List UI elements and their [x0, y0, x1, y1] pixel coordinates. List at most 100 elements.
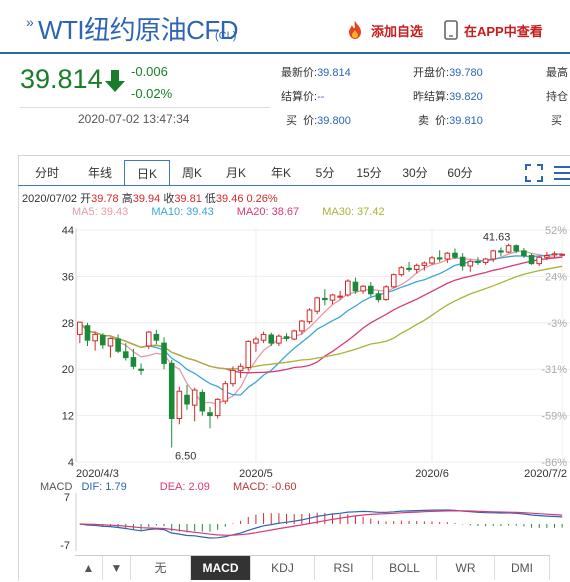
quote-field: 结算价:--: [281, 91, 325, 103]
y-tick-label: 12: [62, 411, 74, 423]
candle-body: [253, 338, 259, 344]
candle-body: [536, 256, 542, 265]
tab-30min[interactable]: 30分: [402, 166, 428, 180]
indicator-tab-dmi[interactable]: DMI: [495, 556, 550, 580]
tab-intraday[interactable]: 分时: [34, 166, 59, 180]
candle-body: [375, 293, 382, 301]
price-change: -0.006: [131, 64, 168, 79]
macd-tick-label: 7: [64, 492, 70, 504]
candle-body: [138, 368, 144, 371]
percent-tick-label: 52%: [545, 225, 567, 237]
fullscreen-icon[interactable]: [525, 164, 543, 182]
tabs-divider: [18, 185, 570, 186]
candle-body: [390, 274, 397, 288]
candle-body: [406, 267, 412, 270]
indicator-tab-boll[interactable]: BOLL: [373, 556, 437, 580]
scroll-up-button[interactable]: ▲: [75, 556, 103, 580]
price-change-percent: -0.02%: [131, 86, 173, 101]
candle-body: [444, 252, 451, 260]
candle-body: [551, 253, 558, 256]
candle-body: [283, 336, 290, 339]
candle-body: [92, 333, 98, 342]
candle-body: [452, 252, 458, 258]
percent-tick-label: -31%: [541, 364, 567, 376]
candle-body: [214, 398, 221, 417]
tab-monthly-k[interactable]: 月K: [225, 166, 246, 180]
menu-icon[interactable]: [553, 164, 570, 182]
indicator-tab-kdj[interactable]: KDJ: [251, 556, 315, 580]
candle-body: [84, 325, 91, 341]
percent-tick-label: -86%: [541, 457, 567, 469]
view-in-app-label: 在APP中查看: [464, 23, 543, 39]
candle-body: [306, 309, 313, 323]
tab-daily-k[interactable]: 日K: [124, 160, 170, 186]
ma20-label: MA20: 38.67: [236, 206, 300, 218]
tab-year-line[interactable]: 年线: [87, 166, 112, 180]
kline-chart[interactable]: 44 36 28 20 12 4 52% 24% -3% -31% -59% -86% 2020/4…: [0, 218, 570, 558]
phone-icon: [444, 20, 458, 40]
candle-body: [122, 351, 129, 359]
indicator-tab-rsi[interactable]: RSI: [315, 556, 373, 580]
candle-body: [245, 340, 252, 368]
indicator-tab-none[interactable]: 无: [131, 556, 191, 580]
quote-field: 持仓: [546, 91, 568, 103]
max-price-label: 41.63: [483, 232, 511, 244]
candle-body: [398, 267, 405, 276]
x-axis: 2020/4/3 2020/5 2020/6 2020/7/2: [76, 468, 567, 480]
flame-icon: [349, 21, 361, 39]
y-tick-label: 36: [62, 271, 74, 283]
candle-body: [207, 412, 213, 417]
info-close: 39.81: [174, 193, 202, 205]
candle-body: [413, 264, 420, 270]
macd-value: MACD: -0.60: [232, 481, 297, 493]
candle-body: [436, 257, 443, 260]
scroll-down-button[interactable]: ▼: [103, 556, 131, 580]
indicator-tab-macd[interactable]: MACD: [191, 556, 251, 580]
page-subtitle: (CL): [215, 30, 237, 42]
add-favorite-button[interactable]: 添加自选: [345, 20, 423, 40]
double-chevron-icon: »: [26, 14, 34, 30]
macd-tick-label: -7: [60, 540, 70, 552]
ohlc-info: 2020/07/02 开39.78 高39.94 收39.81 低39.46 0…: [22, 193, 278, 205]
candle-body: [145, 331, 152, 347]
quote-divider: [20, 107, 270, 108]
candle-body: [130, 357, 137, 367]
x-tick-label: 2020/5: [239, 468, 273, 480]
candle-body: [314, 297, 320, 312]
ma30-line: [79, 265, 563, 370]
moving-averages: [79, 250, 563, 405]
quote-field: 开盘价:39.780: [413, 67, 483, 79]
candle-body: [100, 335, 106, 346]
dif-line: [79, 509, 563, 539]
candle-body: [360, 285, 366, 292]
percent-axis: 52% 24% -3% -31% -59% -86%: [541, 225, 567, 469]
candle-body: [337, 295, 343, 298]
y-axis: 44 36 28 20 12 4: [62, 225, 74, 469]
y-tick-label: 28: [62, 318, 74, 330]
tab-weekly-k[interactable]: 周K: [181, 166, 202, 180]
tab-yearly-k[interactable]: 年K: [270, 166, 291, 180]
percent-tick-label: 24%: [545, 271, 567, 283]
candle-body: [107, 337, 114, 347]
info-open: 39.78: [91, 193, 119, 205]
candle-body: [268, 334, 275, 344]
tab-15min[interactable]: 15分: [356, 166, 382, 180]
macd-legend: MACD DIF: 1.79 DEA: 2.09 MACD: -0.60: [40, 481, 297, 493]
percent-tick-label: -59%: [541, 411, 567, 423]
ma-legend: MA5: 39.43 MA10: 39.43 MA20: 38.67 MA30:…: [72, 206, 385, 218]
indicator-tab-wr[interactable]: WR: [437, 556, 495, 580]
add-favorite-label: 添加自选: [371, 23, 424, 39]
tab-60min[interactable]: 60分: [447, 166, 473, 180]
x-tick-label: 2020/7/2: [524, 468, 567, 480]
candle-body: [237, 365, 244, 371]
candle-body: [322, 297, 328, 301]
quote-field: 昨结算:39.820: [413, 91, 483, 103]
candle-body: [329, 294, 336, 301]
period-tabs: 分时 年线 日K 周K 月K 年K 5分 15分 30分 60分: [18, 160, 482, 186]
macd-title: MACD: [40, 481, 73, 493]
candle-body: [299, 320, 305, 332]
view-in-app-button[interactable]: 在APP中查看: [444, 20, 543, 40]
candle-body: [482, 258, 489, 263]
tab-5min[interactable]: 5分: [315, 166, 335, 180]
chart-grid: [75, 228, 570, 463]
